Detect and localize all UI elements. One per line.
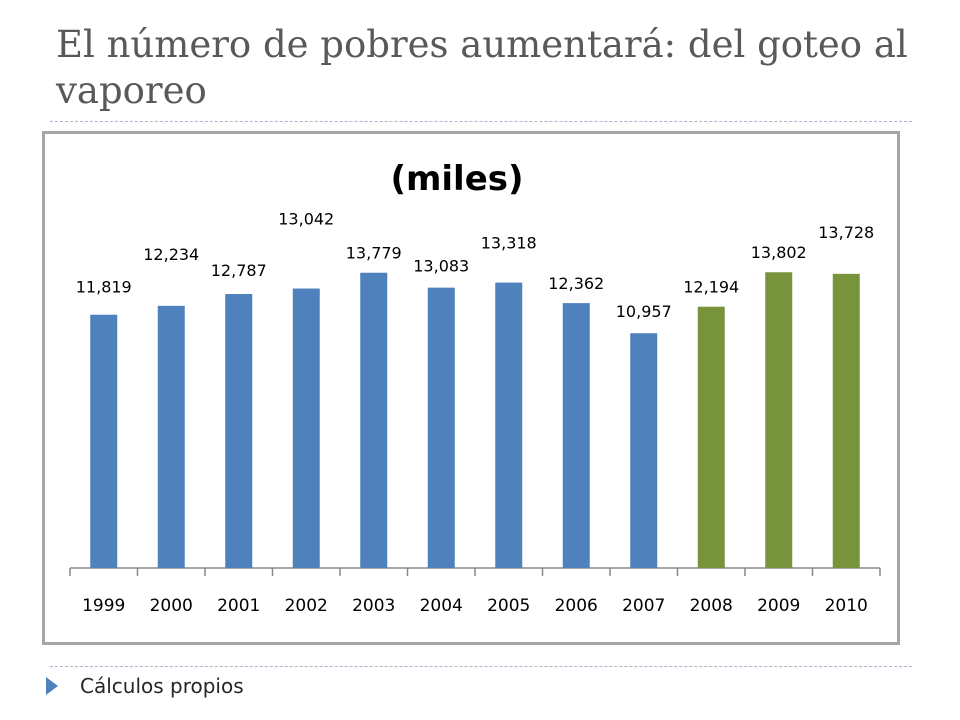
data-label-2009: 13,802	[751, 243, 807, 262]
bar-2003	[360, 272, 388, 568]
data-label-2010: 13,728	[818, 223, 874, 242]
bar-2005	[495, 282, 523, 568]
bar-2002	[292, 288, 320, 568]
x-tick-label-2006: 2006	[555, 596, 598, 616]
bar-2009	[765, 272, 793, 568]
data-label-2002: 13,042	[278, 210, 334, 229]
x-tick-label-2000: 2000	[150, 596, 193, 616]
bar-2008	[697, 306, 725, 568]
bar-2000	[157, 305, 185, 568]
x-tick-label-2010: 2010	[825, 596, 868, 616]
source-note-text: Cálculos propios	[80, 674, 244, 698]
slide-title: El número de pobres aumentará: del goteo…	[56, 23, 908, 112]
data-label-2001: 12,787	[211, 261, 267, 280]
data-label-2006: 12,362	[548, 274, 604, 293]
data-label-1999: 11,819	[76, 278, 132, 297]
bar-1999	[90, 314, 118, 568]
x-tick-label-2004: 2004	[420, 596, 463, 616]
data-label-2004: 13,083	[413, 257, 469, 276]
source-note: Cálculos propios	[46, 674, 244, 698]
data-label-2003: 13,779	[346, 244, 402, 263]
data-label-2000: 12,234	[143, 245, 199, 264]
bar-2010	[832, 273, 860, 568]
bar-chart: (miles) 1999 2000 2001 2002 2003 2004 2005 2006…	[69, 159, 881, 616]
bar-2004	[427, 287, 455, 568]
bar-2006	[562, 303, 590, 568]
x-axis: 1999 2000 2001 2002 2003 2004 2005 2006 2007 2008…	[69, 567, 881, 616]
bar-2001	[225, 293, 253, 568]
bar-2007	[630, 333, 658, 568]
x-tick-label-2002: 2002	[285, 596, 328, 616]
chart-title: (miles)	[390, 159, 523, 199]
x-tick-label-2008: 2008	[690, 596, 733, 616]
triangle-bullet-icon	[46, 677, 58, 695]
x-tick-label-2009: 2009	[757, 596, 800, 616]
data-label-2008: 12,194	[683, 278, 739, 297]
bars-group: 11,819 12,234 12,787 13,042 13,779 13,083 13,3…	[76, 210, 874, 568]
data-label-2005: 13,318	[481, 234, 537, 253]
chart-frame: (miles) 1999 2000 2001 2002 2003 2004 2005 2006…	[42, 131, 900, 645]
x-tick-label-2001: 2001	[217, 596, 260, 616]
x-tick-label-2003: 2003	[352, 596, 395, 616]
x-tick-label-2005: 2005	[487, 596, 530, 616]
x-tick-label-2007: 2007	[622, 596, 665, 616]
data-label-2007: 10,957	[616, 302, 672, 321]
x-tick-label-1999: 1999	[82, 596, 125, 616]
footer-divider	[50, 666, 912, 667]
title-divider	[50, 121, 912, 122]
